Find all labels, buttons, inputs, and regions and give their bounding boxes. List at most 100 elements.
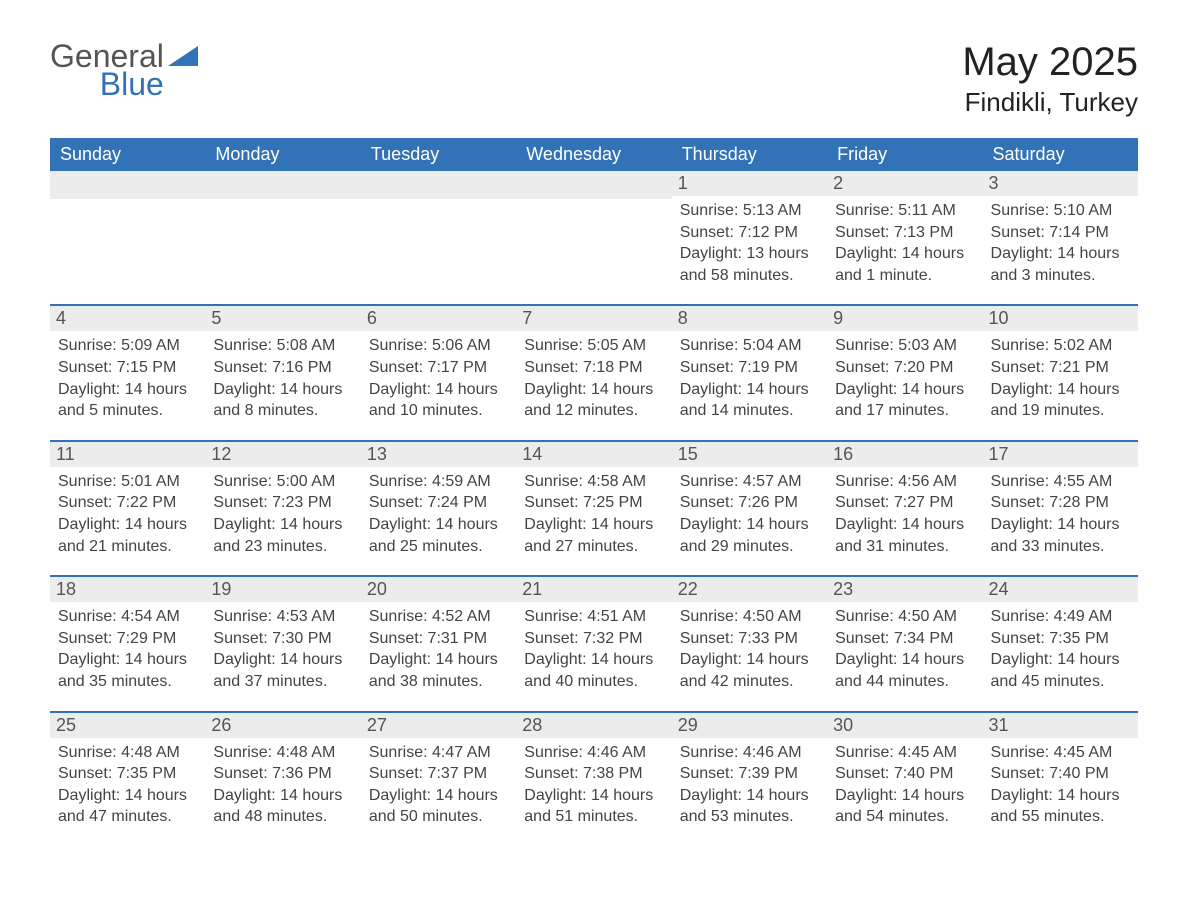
day-cell: 13Sunrise: 4:59 AMSunset: 7:24 PMDayligh… [361,440,516,575]
day-detail: Sunrise: 4:48 AMSunset: 7:36 PMDaylight:… [211,742,354,828]
day-header: Monday [205,138,360,171]
sunset-text: Sunset: 7:17 PM [369,357,510,379]
sunset-text: Sunset: 7:13 PM [835,222,976,244]
day-number: 1 [672,171,827,196]
daylight-text: Daylight: 14 hours and 14 minutes. [680,379,821,422]
sunset-text: Sunset: 7:40 PM [991,763,1132,785]
daylight-text: Daylight: 14 hours and 38 minutes. [369,649,510,692]
day-cell [361,171,516,304]
sunset-text: Sunset: 7:33 PM [680,628,821,650]
day-number: 27 [361,711,516,738]
day-detail: Sunrise: 4:53 AMSunset: 7:30 PMDaylight:… [211,606,354,692]
day-number: 14 [516,440,671,467]
day-number: 16 [827,440,982,467]
day-number: 21 [516,575,671,602]
day-cell: 30 Sunrise: 4:45 AMSunset: 7:40 PMDayligh… [827,711,982,846]
sunset-text: Sunset: 7:29 PM [58,628,199,650]
sunset-text: Sunset: 7:40 PM [835,763,976,785]
day-cell: 23Sunrise: 4:50 AMSunset: 7:34 PMDayligh… [827,575,982,710]
day-cell [205,171,360,304]
daylight-text: Daylight: 14 hours and 27 minutes. [524,514,665,557]
day-cell: 6Sunrise: 5:06 AMSunset: 7:17 PMDaylight… [361,304,516,439]
brand-triangle-icon [168,44,202,75]
top-bar: General Blue May 2025 Findikli, Turkey [50,40,1138,118]
day-cell: 17Sunrise: 4:55 AMSunset: 7:28 PMDayligh… [983,440,1138,575]
day-detail: Sunrise: 5:00 AMSunset: 7:23 PMDaylight:… [211,471,354,557]
day-header: Friday [827,138,982,171]
day-number: 9 [827,304,982,331]
day-header: Tuesday [361,138,516,171]
day-cell: 10Sunrise: 5:02 AMSunset: 7:21 PMDayligh… [983,304,1138,439]
sunset-text: Sunset: 7:18 PM [524,357,665,379]
daylight-text: Daylight: 14 hours and 40 minutes. [524,649,665,692]
daylight-text: Daylight: 13 hours and 58 minutes. [680,243,821,286]
daylight-text: Daylight: 14 hours and 31 minutes. [835,514,976,557]
day-detail: Sunrise: 5:02 AMSunset: 7:21 PMDaylight:… [989,335,1132,421]
sunset-text: Sunset: 7:36 PM [213,763,354,785]
day-detail: Sunrise: 5:06 AMSunset: 7:17 PMDaylight:… [367,335,510,421]
day-cell: 7Sunrise: 5:05 AMSunset: 7:18 PMDaylight… [516,304,671,439]
day-detail: Sunrise: 4:48 AMSunset: 7:35 PMDaylight:… [56,742,199,828]
day-detail: Sunrise: 5:13 AMSunset: 7:12 PMDaylight:… [678,200,821,286]
title-block: May 2025 Findikli, Turkey [962,40,1138,118]
sunset-text: Sunset: 7:25 PM [524,492,665,514]
day-detail: Sunrise: 5:09 AMSunset: 7:15 PMDaylight:… [56,335,199,421]
day-cell: 5Sunrise: 5:08 AMSunset: 7:16 PMDaylight… [205,304,360,439]
sunrise-text: Sunrise: 5:01 AM [58,471,199,493]
sunrise-text: Sunrise: 5:05 AM [524,335,665,357]
sunset-text: Sunset: 7:37 PM [369,763,510,785]
day-number: 29 [672,711,827,738]
day-cell: 24Sunrise: 4:49 AMSunset: 7:35 PMDayligh… [983,575,1138,710]
empty-day-bar [516,171,671,199]
daylight-text: Daylight: 14 hours and 55 minutes. [991,785,1132,828]
day-cell: 31Sunrise: 4:45 AMSunset: 7:40 PMDayligh… [983,711,1138,846]
day-detail: Sunrise: 5:11 AMSunset: 7:13 PMDaylight:… [833,200,976,286]
day-detail: Sunrise: 4:50 AMSunset: 7:34 PMDaylight:… [833,606,976,692]
daylight-text: Daylight: 14 hours and 19 minutes. [991,379,1132,422]
day-cell: 20Sunrise: 4:52 AMSunset: 7:31 PMDayligh… [361,575,516,710]
sunset-text: Sunset: 7:19 PM [680,357,821,379]
day-detail: Sunrise: 4:51 AMSunset: 7:32 PMDaylight:… [522,606,665,692]
day-detail: Sunrise: 4:45 AMSunset: 7:40 PMDaylight:… [989,742,1132,828]
sunset-text: Sunset: 7:30 PM [213,628,354,650]
day-cell: 15Sunrise: 4:57 AMSunset: 7:26 PMDayligh… [672,440,827,575]
day-header: Sunday [50,138,205,171]
daylight-text: Daylight: 14 hours and 10 minutes. [369,379,510,422]
sunset-text: Sunset: 7:38 PM [524,763,665,785]
day-number: 12 [205,440,360,467]
day-number: 19 [205,575,360,602]
daylight-text: Daylight: 14 hours and 5 minutes. [58,379,199,422]
sunset-text: Sunset: 7:20 PM [835,357,976,379]
day-detail: Sunrise: 4:45 AMSunset: 7:40 PMDaylight:… [833,742,976,828]
week-row: 18Sunrise: 4:54 AMSunset: 7:29 PMDayligh… [50,575,1138,710]
day-cell: 22Sunrise: 4:50 AMSunset: 7:33 PMDayligh… [672,575,827,710]
sunrise-text: Sunrise: 4:46 AM [680,742,821,764]
day-cell: 3Sunrise: 5:10 AMSunset: 7:14 PMDaylight… [983,171,1138,304]
sunrise-text: Sunrise: 4:46 AM [524,742,665,764]
day-cell: 2 Sunrise: 5:11 AMSunset: 7:13 PMDaylight… [827,171,982,304]
day-detail: Sunrise: 4:52 AMSunset: 7:31 PMDaylight:… [367,606,510,692]
day-detail: Sunrise: 4:58 AMSunset: 7:25 PMDaylight:… [522,471,665,557]
sunrise-text: Sunrise: 4:48 AM [213,742,354,764]
day-number: 17 [983,440,1138,467]
day-number: 30 [827,711,982,738]
sunset-text: Sunset: 7:35 PM [58,763,199,785]
sunrise-text: Sunrise: 5:11 AM [835,200,976,222]
day-number: 15 [672,440,827,467]
day-number: 28 [516,711,671,738]
week-row: 11Sunrise: 5:01 AMSunset: 7:22 PMDayligh… [50,440,1138,575]
daylight-text: Daylight: 14 hours and 45 minutes. [991,649,1132,692]
daylight-text: Daylight: 14 hours and 42 minutes. [680,649,821,692]
day-cell: 4Sunrise: 5:09 AMSunset: 7:15 PMDaylight… [50,304,205,439]
day-number: 22 [672,575,827,602]
day-number: 2 [827,171,982,196]
sunset-text: Sunset: 7:35 PM [991,628,1132,650]
day-cell: 25Sunrise: 4:48 AMSunset: 7:35 PMDayligh… [50,711,205,846]
day-number: 18 [50,575,205,602]
sunrise-text: Sunrise: 4:55 AM [991,471,1132,493]
day-detail: Sunrise: 4:46 AMSunset: 7:39 PMDaylight:… [678,742,821,828]
day-detail: Sunrise: 4:59 AMSunset: 7:24 PMDaylight:… [367,471,510,557]
sunrise-text: Sunrise: 4:52 AM [369,606,510,628]
sunrise-text: Sunrise: 5:03 AM [835,335,976,357]
daylight-text: Daylight: 14 hours and 47 minutes. [58,785,199,828]
